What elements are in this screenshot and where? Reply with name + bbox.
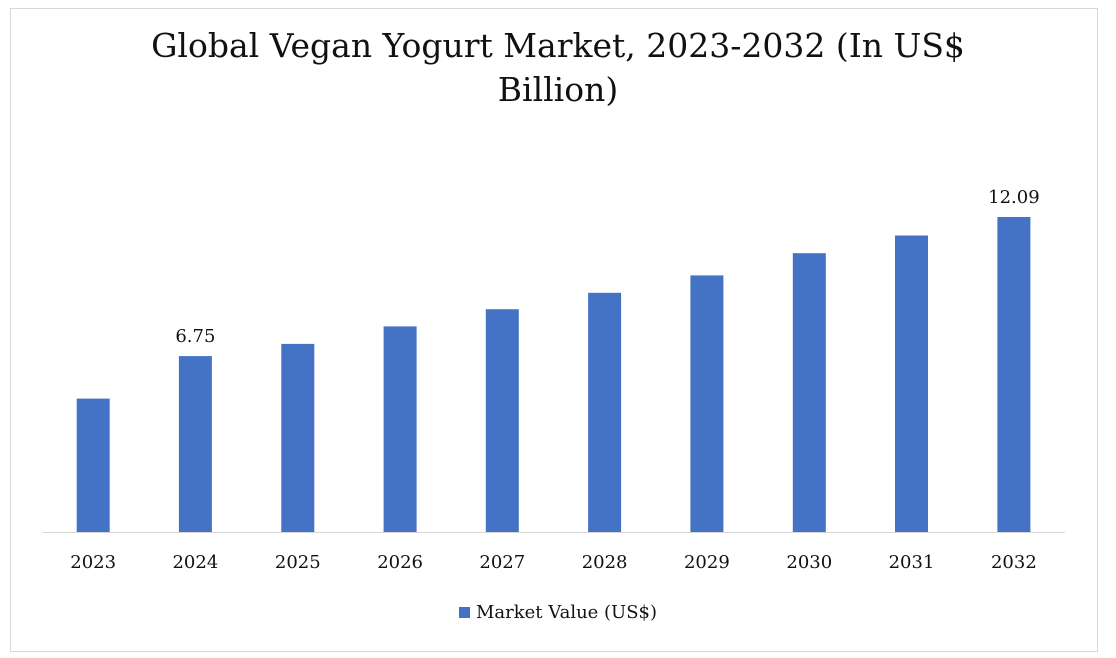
- legend: Market Value (US$): [0, 602, 1116, 623]
- bar-2029: [690, 275, 724, 532]
- x-tick-label-2028: 2028: [582, 552, 628, 573]
- legend-swatch: [458, 607, 470, 618]
- x-tick-label-2024: 2024: [172, 552, 218, 573]
- bar-2025: [281, 343, 315, 532]
- x-tick-labels: 2023 2024 2025 2026 2027 2028 2029 2030 2031 2032: [70, 552, 1037, 573]
- bar-2031: [895, 235, 928, 532]
- x-tick-label-2032: 2032: [991, 552, 1037, 573]
- bar-2032: [997, 217, 1031, 532]
- chart-title: Global Vegan Yogurt Market, 2023-2032 (I…: [0, 24, 1116, 112]
- legend-label: Market Value (US$): [475, 602, 658, 623]
- chart-title-text: Global Vegan Yogurt Market, 2023-2032 (I…: [151, 26, 965, 109]
- bar-2027: [485, 309, 519, 532]
- bar-2026: [383, 326, 417, 532]
- data-label-2032: 12.09: [988, 187, 1040, 208]
- bar-2028: [588, 292, 622, 532]
- x-tick-label-2025: 2025: [275, 552, 321, 573]
- x-tick-label-2027: 2027: [479, 552, 525, 573]
- bar-2024: [178, 356, 212, 532]
- x-tick-label-2029: 2029: [684, 552, 730, 573]
- bar-2030: [792, 253, 826, 532]
- data-labels: 6.75 12.09: [175, 187, 1039, 347]
- data-label-2024: 6.75: [175, 326, 215, 347]
- x-tick-label-2023: 2023: [70, 552, 116, 573]
- x-tick-label-2026: 2026: [377, 552, 423, 573]
- x-tick-label-2031: 2031: [889, 552, 935, 573]
- x-tick-label-2030: 2030: [786, 552, 832, 573]
- bars-group: [76, 217, 1031, 532]
- bar-2023: [76, 398, 110, 532]
